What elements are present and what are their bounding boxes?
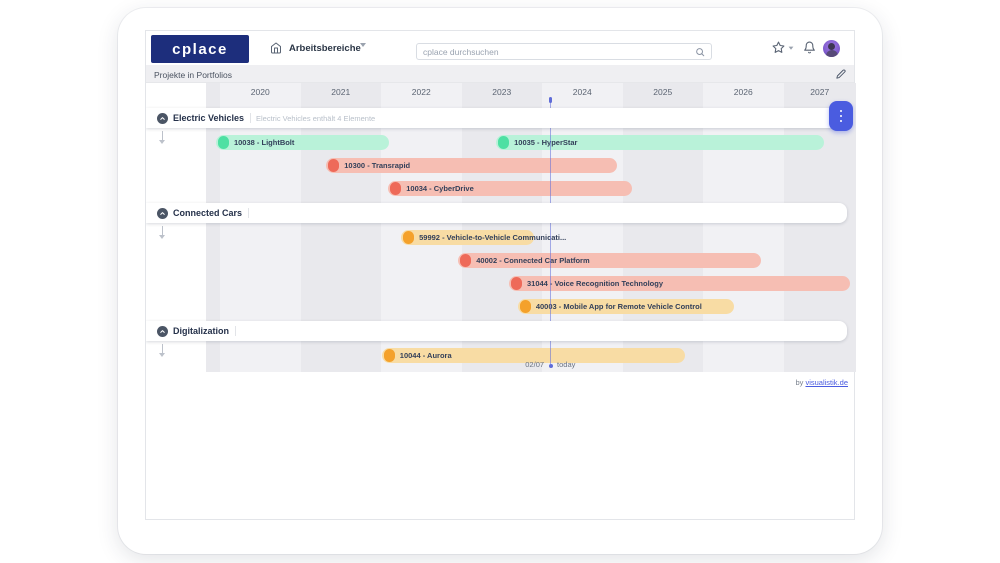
year-label: 2024 <box>572 87 592 97</box>
app-window: cplace Arbeitsbereiche Proje <box>145 30 856 521</box>
bar-label: 10034 - CyberDrive <box>406 184 474 193</box>
group-menu-button[interactable] <box>829 101 853 131</box>
bar-start-cap <box>519 300 531 313</box>
bar-label: 40002 - Connected Car Platform <box>476 256 590 265</box>
search-icon[interactable] <box>695 47 705 57</box>
gantt-area: 2020 2021 2022 2023 2024 2025 2026 2027 10038 - … <box>146 83 856 521</box>
expand-arrow-icon[interactable] <box>158 226 166 239</box>
bar-start-cap <box>390 182 402 195</box>
global-search <box>416 43 712 60</box>
gantt-bar[interactable]: 10035 - HyperStar <box>496 135 824 150</box>
bar-label: 10044 - Aurora <box>399 351 452 360</box>
divider <box>235 326 236 336</box>
bell-icon[interactable] <box>803 41 816 54</box>
workspace-menu[interactable]: Arbeitsbereiche <box>289 43 361 54</box>
expand-arrow-icon[interactable] <box>158 344 166 357</box>
top-navbar: cplace Arbeitsbereiche <box>146 31 854 65</box>
bar-start-cap <box>510 277 522 290</box>
bar-label: 10038 - LightBolt <box>233 138 295 147</box>
page-header-bar: Projekte in Portfolios <box>146 65 854 83</box>
user-avatar[interactable] <box>823 40 840 57</box>
bar-label: 31044 - Voice Recognition Technology <box>526 279 663 288</box>
year-label: 2023 <box>492 87 512 97</box>
today-line <box>550 102 552 364</box>
year-label: 2026 <box>733 87 753 97</box>
group-title: Connected Cars <box>173 208 243 218</box>
collapse-group-icon[interactable] <box>157 207 168 219</box>
bar-start-cap <box>498 136 510 149</box>
bar-label: 40003 - Mobile App for Remote Vehicle Co… <box>535 302 702 311</box>
cplace-logo[interactable]: cplace <box>151 35 249 63</box>
bar-start-cap <box>460 254 472 267</box>
collapse-group-icon[interactable] <box>157 325 168 337</box>
search-input[interactable] <box>423 45 691 58</box>
group-header[interactable]: Electric Vehicles Electric Vehicles enthä… <box>146 108 847 128</box>
page-title: Projekte in Portfolios <box>154 70 232 80</box>
bar-start-cap <box>328 159 340 172</box>
year-label: 2022 <box>411 87 431 97</box>
bar-label: 10300 - Transrapid <box>344 161 411 170</box>
group-title: Digitalization <box>173 326 229 336</box>
gantt-bar[interactable]: 40002 - Connected Car Platform <box>458 253 761 268</box>
year-label: 2025 <box>653 87 673 97</box>
gantt-bar[interactable]: 10300 - Transrapid <box>326 158 617 173</box>
divider <box>250 113 251 123</box>
credit-prefix: by <box>795 378 806 387</box>
chevron-down-icon[interactable] <box>788 46 794 64</box>
device-frame: cplace Arbeitsbereiche Proje <box>118 8 882 554</box>
collapse-group-icon[interactable] <box>157 112 168 124</box>
divider <box>248 208 249 218</box>
chevron-down-icon[interactable] <box>360 43 366 65</box>
year-label: 2027 <box>810 87 830 97</box>
gantt-bar[interactable]: 10038 - LightBolt <box>215 135 390 150</box>
bar-label: 10035 - HyperStar <box>514 138 578 147</box>
gantt-bar[interactable]: 31044 - Voice Recognition Technology <box>508 276 851 291</box>
visualistik-link[interactable]: visualistik.de <box>805 378 848 387</box>
today-tick <box>549 97 553 103</box>
bar-start-cap <box>217 136 229 149</box>
today-date-label: 02/07 <box>525 360 545 369</box>
today-marker-dot <box>548 364 553 368</box>
credit-line: by visualistik.de <box>795 378 848 387</box>
grid-column <box>206 83 220 372</box>
gantt-bar[interactable]: 59992 - Vehicle-to-Vehicle Communicati..… <box>401 230 566 245</box>
group-title: Electric Vehicles <box>173 113 245 123</box>
gantt-bar[interactable]: 40003 - Mobile App for Remote Vehicle Co… <box>517 299 735 314</box>
today-word-label: today <box>557 360 576 369</box>
year-label: 2021 <box>331 87 351 97</box>
group-subtitle: Electric Vehicles enthält 4 Elemente <box>256 114 376 123</box>
bar-start-cap <box>403 231 415 244</box>
year-label: 2020 <box>250 87 270 97</box>
gantt-bar[interactable]: 10034 - CyberDrive <box>388 181 633 196</box>
bar-start-cap <box>383 349 395 362</box>
edit-pencil-icon[interactable] <box>836 69 846 79</box>
gantt-bar[interactable]: 10044 - Aurora <box>381 348 686 363</box>
bar-label: 59992 - Vehicle-to-Vehicle Communicati..… <box>419 233 567 242</box>
star-icon[interactable] <box>772 41 785 54</box>
home-icon[interactable] <box>270 42 282 54</box>
group-header[interactable]: Digitalization <box>146 321 847 341</box>
expand-arrow-icon[interactable] <box>158 131 166 144</box>
group-header[interactable]: Connected Cars <box>146 203 847 223</box>
